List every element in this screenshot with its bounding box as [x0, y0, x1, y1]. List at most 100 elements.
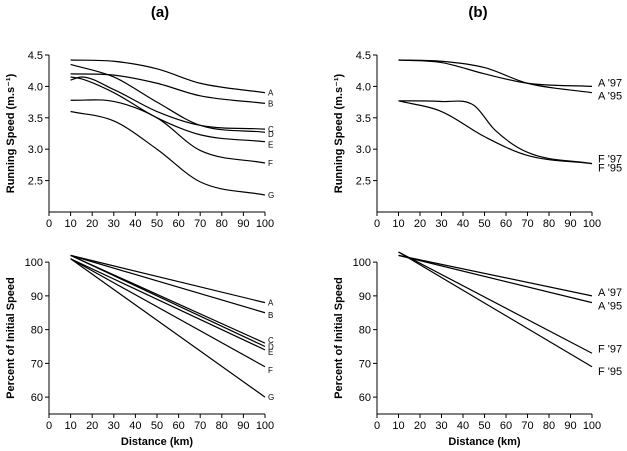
series-label-F: F [268, 366, 273, 375]
x-tick-label: 0 [46, 218, 52, 230]
x-tick-label: 80 [543, 420, 555, 432]
y-tick-label: 3.0 [28, 144, 43, 156]
series-label-G: G [268, 191, 274, 200]
x-tick-label: 80 [216, 218, 228, 230]
y-tick-label: 60 [31, 392, 43, 404]
x-tick-label: 40 [457, 218, 469, 230]
series-label-D: D [268, 343, 274, 352]
x-tick-label: 50 [151, 218, 163, 230]
x-tick-label: 90 [237, 420, 249, 432]
series-label-F '95: F '95 [598, 366, 622, 378]
series-label-A: A [268, 89, 274, 98]
series-line-B [70, 73, 266, 104]
x-tick-label: 100 [256, 420, 274, 432]
x-tick-label: 0 [374, 420, 380, 432]
x-tick-label: 30 [108, 218, 120, 230]
x-tick-label: 30 [435, 420, 447, 432]
x-tick-label: 10 [64, 420, 76, 432]
x-tick-label: 90 [564, 218, 576, 230]
series-line-A [70, 59, 266, 94]
y-tick-label: 70 [359, 358, 371, 370]
x-tick-label: 50 [478, 420, 490, 432]
x-tick-label: 100 [583, 420, 601, 432]
y-tick-label: 80 [31, 325, 43, 337]
x-tick-label: 80 [543, 218, 555, 230]
x-tick-label: 50 [478, 218, 490, 230]
x-tick-label: 20 [414, 420, 426, 432]
series-line-G [70, 110, 266, 196]
series-line-D [70, 254, 266, 348]
series-line-F '95 [398, 100, 593, 165]
series-label-E: E [268, 141, 273, 150]
chart-2: 0 10 20 30 40 50 60 70 80 90 100 60 70 80 90 100 Percent… [5, 254, 274, 448]
y-axis-label: Percent of Initial Speed [333, 277, 345, 399]
chart-0: 0 10 20 30 40 50 60 70 80 90 100 2.5 3.0 3.5 4.0 4.5 Run… [5, 50, 274, 230]
x-axis-label: Distance (km) [121, 436, 193, 448]
series-line-C [70, 76, 266, 130]
x-tick-label: 60 [500, 420, 512, 432]
x-tick-label: 80 [216, 420, 228, 432]
x-tick-label: 40 [129, 420, 141, 432]
x-tick-label: 60 [500, 218, 512, 230]
x-tick-label: 100 [583, 218, 601, 230]
x-tick-label: 60 [172, 218, 184, 230]
y-tick-label: 4.0 [28, 81, 43, 93]
y-tick-label: 4.5 [356, 50, 371, 62]
series-line-B [70, 254, 266, 314]
x-tick-label: 100 [256, 218, 274, 230]
y-tick-label: 2.5 [356, 176, 371, 188]
series-line-E [70, 258, 266, 351]
y-tick-label: 90 [31, 291, 43, 303]
series-line-A '97 [398, 254, 593, 297]
x-tick-label: 50 [151, 420, 163, 432]
y-axis-label: Percent of Initial Speed [5, 277, 17, 399]
series-label-A '97: A '97 [598, 77, 622, 89]
y-tick-label: 100 [353, 257, 371, 269]
series-line-F '97 [398, 100, 593, 165]
x-axis-label: Distance (km) [448, 436, 520, 448]
series-label-D: D [268, 130, 274, 139]
series-label-F '97: F '97 [598, 154, 622, 166]
panel-label-a: (a) [151, 4, 169, 21]
series-label-B: B [268, 311, 273, 320]
y-tick-label: 3.5 [28, 113, 43, 125]
series-label-B: B [268, 99, 273, 108]
series-line-A '95 [398, 254, 593, 304]
x-tick-label: 90 [564, 420, 576, 432]
y-tick-label: 3.5 [356, 113, 371, 125]
series-line-E [70, 76, 266, 143]
x-tick-label: 90 [237, 218, 249, 230]
x-tick-label: 70 [194, 218, 206, 230]
series-label-A '95: A '95 [598, 301, 622, 313]
x-tick-label: 70 [521, 420, 533, 432]
x-tick-label: 30 [108, 420, 120, 432]
series-label-F '97: F '97 [598, 343, 622, 355]
x-tick-label: 60 [172, 420, 184, 432]
x-tick-label: 10 [64, 218, 76, 230]
x-tick-label: 10 [392, 218, 404, 230]
series-line-A [70, 254, 266, 304]
x-tick-label: 0 [46, 420, 52, 432]
chart-1: 0 10 20 30 40 50 60 70 80 90 100 2.5 3.0 3.5 4.0 4.5 Run… [333, 50, 622, 230]
x-tick-label: 30 [435, 218, 447, 230]
x-tick-label: 20 [86, 420, 98, 432]
y-tick-label: 4.5 [28, 50, 43, 62]
y-tick-label: 60 [359, 392, 371, 404]
x-tick-label: 10 [392, 420, 404, 432]
x-tick-label: 20 [86, 218, 98, 230]
x-tick-label: 70 [194, 420, 206, 432]
series-line-F '97 [398, 251, 593, 354]
y-axis-label: Running Speed (m.s⁻¹) [333, 73, 345, 193]
chart-3: 0 10 20 30 40 50 60 70 80 90 100 60 70 80 90 100 Percent… [333, 251, 622, 448]
y-tick-label: 4.0 [356, 81, 371, 93]
series-label-A: A [268, 299, 274, 308]
series-line-A '95 [398, 59, 593, 94]
series-label-E: E [268, 348, 273, 357]
series-label-G: G [268, 393, 274, 402]
x-tick-label: 20 [414, 218, 426, 230]
series-label-F '95: F '95 [598, 163, 622, 175]
y-axis-label: Running Speed (m.s⁻¹) [5, 73, 17, 193]
series-line-A '97 [398, 59, 593, 87]
series-label-F: F [268, 159, 273, 168]
